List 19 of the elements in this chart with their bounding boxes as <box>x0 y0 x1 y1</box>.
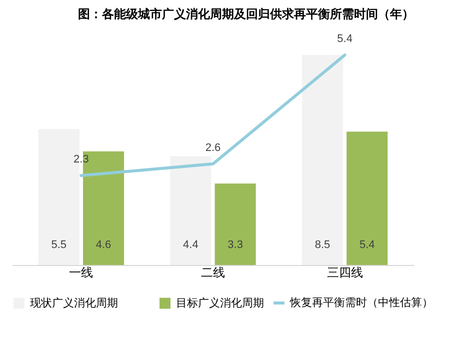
data-label: 4.6 <box>96 239 112 251</box>
x-tick-label: 一线 <box>69 266 94 280</box>
legend-label: 目标广义消化周期 <box>176 296 264 310</box>
x-tick-label: 二线 <box>201 266 225 280</box>
data-label: 5.4 <box>337 33 352 45</box>
legend-label: 恢复再平衡需时（中性估算） <box>289 296 433 309</box>
legend-label: 现状广义消化周期 <box>30 296 118 310</box>
data-label: 8.5 <box>314 239 330 251</box>
data-label: 3.3 <box>228 239 243 251</box>
x-tick-label: 三四线 <box>326 266 363 280</box>
bar <box>214 183 256 265</box>
bar <box>170 156 212 265</box>
bar <box>302 55 344 265</box>
bar <box>346 132 388 265</box>
data-label: 4.4 <box>183 239 198 251</box>
data-label: 5.5 <box>51 239 67 251</box>
data-label: 5.4 <box>359 239 375 251</box>
chart-title: 图：各能级城市广义消化周期及回归供求再平衡所需时间（年） <box>78 7 414 21</box>
data-label: 2.6 <box>205 142 221 154</box>
